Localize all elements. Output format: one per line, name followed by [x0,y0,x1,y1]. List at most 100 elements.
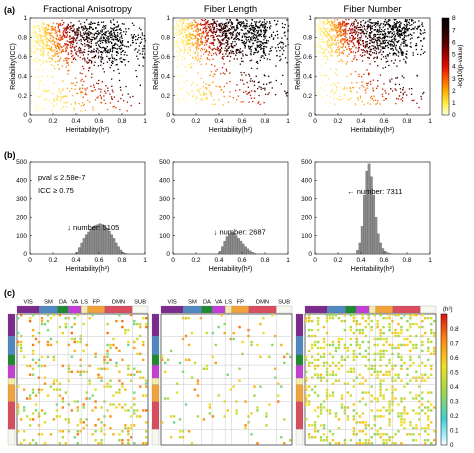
scatter-point [383,36,385,39]
matrix-cell [322,400,326,403]
matrix-cell [322,424,326,427]
scatter-point [341,25,343,27]
scatter-point [379,37,381,39]
scatter-point [118,45,120,48]
scatter-point [228,32,230,34]
matrix-cell [136,322,139,326]
matrix-cell [316,373,320,376]
scatter-point [88,60,90,62]
scatter-point [316,52,318,54]
scatter-point [58,91,60,93]
matrix-cells [161,314,292,445]
scatter-point [322,74,325,77]
scatter-point [333,39,336,41]
scatter-point [89,59,92,62]
scatter-point [236,24,238,26]
histogram-bar [110,234,113,255]
scatter-point [388,93,390,95]
scatter-point [135,47,137,50]
scatter-point [110,61,113,64]
scatter-point [223,85,225,88]
network-bar-top [16,305,149,314]
scatter-point [61,65,64,67]
matrix-cell [382,352,385,356]
scatter-point [84,109,86,111]
scatter-point [210,30,212,33]
matrix-cell [343,412,347,415]
scatter-point [420,40,422,42]
scatter-point [249,46,251,48]
scatter-point [264,54,267,56]
scatter-point [45,26,47,28]
scatter-point [215,52,217,54]
scatter-point [121,23,124,25]
scatter-point [82,26,84,28]
scatter-point [43,50,45,52]
scatter-point [375,51,378,53]
scatter-point [215,25,218,27]
scatter-point [403,42,405,44]
scatter-point [226,49,228,52]
scatter-point [245,32,247,34]
scatter-point [399,48,402,50]
matrix-cell [352,358,356,362]
scatter-point [183,27,185,30]
scatter-point [83,51,86,53]
scatter-point [372,87,374,89]
scatter-point [339,33,341,35]
scatter-point [101,34,104,36]
scatter-point [421,22,423,24]
scatter-point [32,50,35,53]
matrix-cell [31,334,35,338]
matrix-cell [259,322,262,326]
scatter-point [350,41,352,43]
scatter-point [328,78,330,80]
scatter-point [335,29,337,32]
scatter-point [242,55,244,57]
histogram-count-label: ↓ number: 5105 [67,223,119,232]
scatter-point [59,43,61,45]
scatter-point [44,91,46,93]
scatter-point [405,31,407,33]
scatter-point [389,31,391,33]
scatter-point [118,47,120,50]
scatter-point [412,54,414,56]
scatter-point [98,44,100,46]
scatter-point [337,27,339,29]
scatter-point [58,39,61,42]
matrix-cell [337,343,341,347]
scatter-point [196,49,198,51]
scatter-point [250,67,253,69]
scatter-point [253,30,255,33]
matrix-cell [424,316,427,320]
scatter-point [263,74,265,76]
scatter-point [394,83,397,86]
scatter-point [63,22,65,24]
matrix-cell [367,367,370,370]
scatter-point [360,23,362,26]
scatter-point [143,45,145,47]
y-tick-label: 500 [301,159,312,166]
scatter-point [37,25,39,27]
scatter-point [369,33,371,35]
scatter-point [417,26,419,29]
matrix-cell [388,409,391,412]
scatter-point [385,98,387,100]
scatter-point [344,94,346,96]
x-tick-label: 0.4 [356,118,365,125]
scatter-point [36,61,38,64]
scatter-point [331,51,333,53]
scatter-point [378,29,380,31]
x-tick-label: 0.2 [48,118,57,125]
scatter-point [42,43,44,45]
matrix-cell [409,355,412,359]
scatter-point [386,54,388,56]
scatter-point [187,52,189,54]
matrix-cell [355,412,358,415]
scatter-point [59,48,61,51]
scatter-point [382,37,384,39]
matrix-cell [388,358,391,362]
scatter-point [346,75,348,77]
network-label: VIS [167,300,176,306]
scatter-point [355,26,357,28]
